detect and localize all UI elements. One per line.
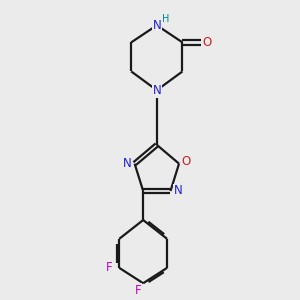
Text: N: N [174, 184, 182, 197]
Text: F: F [135, 284, 141, 297]
Text: H: H [162, 14, 169, 24]
Text: N: N [123, 157, 131, 170]
Text: N: N [152, 84, 161, 97]
Text: N: N [152, 19, 161, 32]
Text: O: O [181, 155, 190, 169]
Text: F: F [106, 261, 113, 274]
Text: O: O [203, 36, 212, 49]
